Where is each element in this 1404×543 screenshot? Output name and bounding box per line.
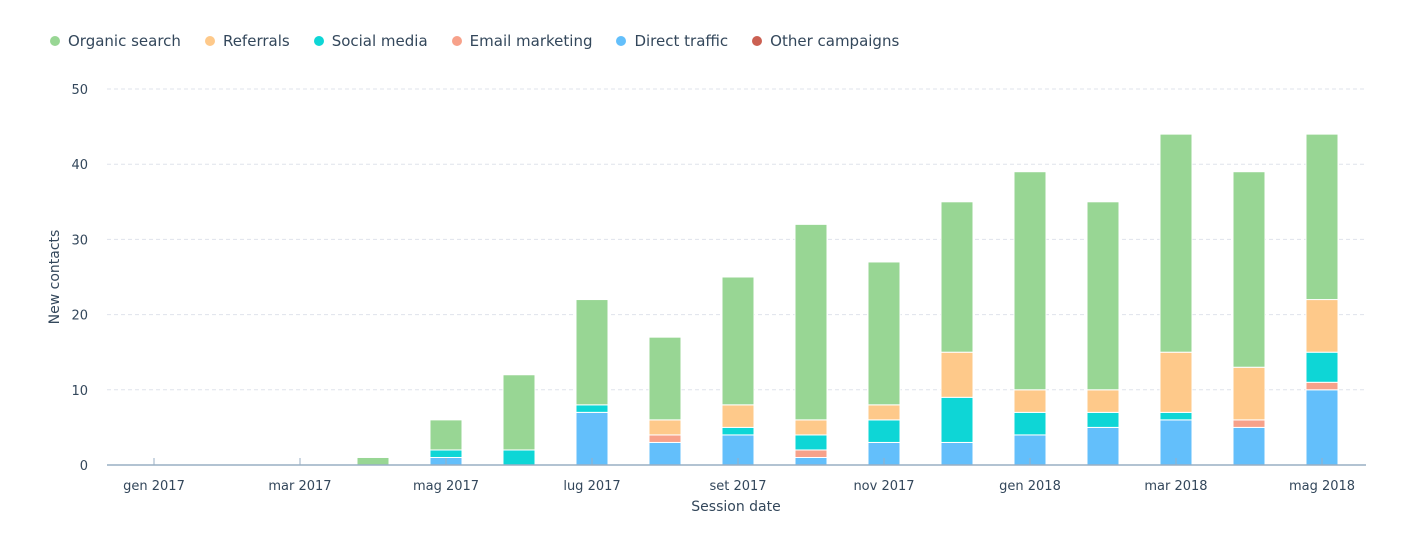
legend-label: Social media <box>331 32 428 50</box>
bar-segment-organic-search[interactable] <box>794 223 828 421</box>
bar-segment-social-media[interactable] <box>794 434 828 451</box>
bar-segment-organic-search[interactable] <box>1013 171 1047 391</box>
legend-label: Direct traffic <box>634 32 729 50</box>
bar-segment-referrals[interactable] <box>940 351 974 398</box>
legend-swatch <box>313 36 324 46</box>
legend-label: Referrals <box>222 32 290 50</box>
bar-segment-referrals[interactable] <box>721 404 755 428</box>
bar-segment-referrals[interactable] <box>1086 389 1120 413</box>
bar-segment-social-media[interactable] <box>1305 351 1339 383</box>
y-tick-label: 40 <box>71 158 88 173</box>
legend-swatch <box>752 36 763 46</box>
bar-segment-direct-traffic[interactable] <box>1305 389 1339 466</box>
bar-segment-organic-search[interactable] <box>429 419 463 451</box>
y-tick-label: 20 <box>71 309 88 324</box>
bar-segment-referrals[interactable] <box>1159 351 1193 413</box>
legend-label: Email marketing <box>469 32 593 50</box>
bar-segment-direct-traffic[interactable] <box>1159 419 1193 466</box>
legend-swatch <box>616 36 627 46</box>
bar-segment-organic-search[interactable] <box>940 201 974 353</box>
x-tick-label: mar 2018 <box>1144 479 1207 494</box>
y-tick-label: 0 <box>80 459 88 474</box>
bar-segment-social-media[interactable] <box>1159 411 1193 421</box>
legend-label: Organic search <box>68 32 181 50</box>
legend-swatch <box>204 36 215 46</box>
bar-segment-organic-search[interactable] <box>575 299 609 406</box>
legend-item-referrals[interactable]: Referrals <box>204 32 290 50</box>
bar-segment-direct-traffic[interactable] <box>794 456 828 466</box>
y-tick-label: 30 <box>71 233 88 248</box>
bar-segment-social-media[interactable] <box>940 396 974 443</box>
bar-segment-social-media[interactable] <box>867 419 901 443</box>
bar-segment-organic-search[interactable] <box>721 276 755 406</box>
legend-item-direct-traffic[interactable]: Direct traffic <box>616 32 728 50</box>
bar-segment-social-media[interactable] <box>502 449 536 466</box>
legend-item-social-media[interactable]: Social media <box>313 32 428 50</box>
bar-segment-email-marketing[interactable] <box>794 449 828 458</box>
x-tick-label: mag 2018 <box>1289 479 1355 494</box>
bar-segment-referrals[interactable] <box>1232 366 1266 421</box>
bar-segment-referrals[interactable] <box>794 419 828 436</box>
bar-segment-direct-traffic[interactable] <box>1086 426 1120 466</box>
legend-item-other-campaigns[interactable]: Other campaigns <box>752 32 899 50</box>
y-tick-label: 10 <box>71 384 88 399</box>
bar-segment-social-media[interactable] <box>575 404 609 413</box>
x-axis-label: Session date <box>691 499 780 515</box>
bar-segment-organic-search[interactable] <box>1232 171 1266 368</box>
x-tick-label: gen 2017 <box>123 479 185 494</box>
x-tick-label: mag 2017 <box>413 479 479 494</box>
x-tick-label: lug 2017 <box>563 479 620 494</box>
bar-segment-organic-search[interactable] <box>1159 133 1193 353</box>
x-tick-label: gen 2018 <box>999 479 1061 494</box>
x-tick-label: mar 2017 <box>268 479 331 494</box>
y-axis-label: New contacts <box>47 230 63 325</box>
x-tick-label: set 2017 <box>709 479 766 494</box>
bar-segment-organic-search[interactable] <box>648 336 682 421</box>
bar-segment-direct-traffic[interactable] <box>648 441 682 466</box>
bar-segment-referrals[interactable] <box>1013 389 1047 413</box>
bar-segment-organic-search[interactable] <box>356 456 390 466</box>
bar-segment-organic-search[interactable] <box>1305 133 1339 301</box>
bar-segment-email-marketing[interactable] <box>1232 419 1266 428</box>
legend-item-organic-search[interactable]: Organic search <box>50 32 181 50</box>
bar-segment-social-media[interactable] <box>1086 411 1120 428</box>
bar-segment-referrals[interactable] <box>867 404 901 421</box>
bar-segment-referrals[interactable] <box>1305 299 1339 353</box>
y-tick-label: 50 <box>71 83 88 98</box>
legend-swatch <box>451 36 462 46</box>
bar-segment-social-media[interactable] <box>429 449 463 458</box>
bars <box>356 133 1339 466</box>
legend-swatch <box>50 36 60 46</box>
bar-segment-organic-search[interactable] <box>502 374 536 451</box>
legend-label: Other campaigns <box>770 32 900 50</box>
bar-segment-direct-traffic[interactable] <box>1232 426 1266 466</box>
bar-segment-email-marketing[interactable] <box>648 434 682 443</box>
axes: 0 10 20 30 40 50 gen 2017 mar 2017 mag 2017 lug 2… <box>71 83 1366 494</box>
legend-item-email-marketing[interactable]: Email marketing <box>451 32 593 50</box>
bar-segment-organic-search[interactable] <box>867 261 901 406</box>
bar-segment-organic-search[interactable] <box>1086 201 1120 391</box>
bar-segment-direct-traffic[interactable] <box>575 411 609 466</box>
bar-segment-referrals[interactable] <box>648 419 682 436</box>
bar-segment-direct-traffic[interactable] <box>940 441 974 466</box>
bar-segment-social-media[interactable] <box>1013 411 1047 436</box>
chart-legend: Organic search Referrals Social media Em… <box>50 32 923 50</box>
bar-segment-social-media[interactable] <box>721 426 755 436</box>
bar-segment-email-marketing[interactable] <box>1305 381 1339 391</box>
x-tick-label: nov 2017 <box>853 479 914 494</box>
